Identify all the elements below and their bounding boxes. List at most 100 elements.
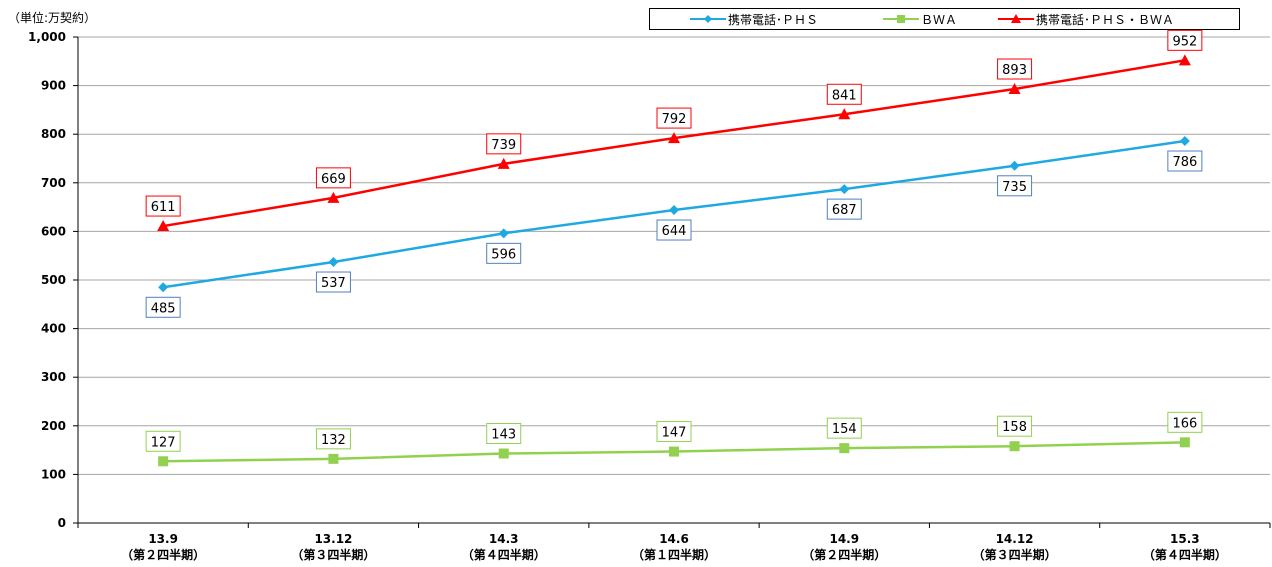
x-tick-label: 14.3	[489, 532, 519, 546]
y-tick-label: 900	[41, 79, 66, 93]
data-label: 611	[151, 200, 176, 215]
data-point	[327, 191, 340, 203]
data-label-box	[1167, 29, 1203, 51]
data-point	[1178, 54, 1191, 66]
y-tick-label: 1,000	[28, 30, 66, 44]
legend-item-bwa: ＢＷＡ	[883, 9, 957, 29]
x-tick-sublabel: （第２四半期）	[802, 547, 886, 562]
chart-legend: 携帯電話･ＰＨＳ ＢＷＡ 携帯電話･ＰＨＳ・ＢＷＡ	[649, 8, 1240, 30]
legend-marker-triangle-icon	[998, 14, 1034, 23]
data-point	[498, 228, 509, 239]
data-point	[157, 220, 170, 232]
x-tick-sublabel: （第３四半期）	[291, 547, 375, 562]
data-point	[328, 257, 339, 268]
y-tick-label: 400	[41, 322, 66, 336]
data-label-box	[1167, 411, 1203, 433]
data-label: 537	[321, 276, 346, 291]
data-label-box	[486, 133, 522, 155]
data-label: 841	[832, 88, 857, 103]
data-label-box	[315, 271, 351, 293]
x-tick-label: 15.3	[1170, 532, 1200, 546]
data-point	[838, 108, 851, 120]
data-point	[669, 205, 679, 216]
data-label: 687	[832, 203, 857, 218]
data-point	[328, 453, 339, 464]
data-label-box	[1167, 150, 1203, 172]
data-label-box	[486, 423, 522, 445]
data-label-box	[826, 83, 862, 105]
data-label: 127	[151, 435, 176, 450]
data-label-box	[656, 219, 692, 241]
data-point	[158, 456, 169, 467]
data-label-box	[315, 428, 351, 450]
x-tick-label: 13.9	[148, 532, 178, 546]
data-label: 669	[321, 172, 346, 187]
data-label: 739	[491, 138, 516, 153]
legend-marker-diamond-icon	[690, 15, 726, 23]
data-label-box	[486, 242, 522, 264]
legend-label-mobile-phs: 携帯電話･ＰＨＳ	[728, 12, 819, 27]
data-label-box	[997, 58, 1033, 80]
data-point	[158, 282, 169, 293]
data-point	[1179, 437, 1190, 448]
x-tick-label: 13.12	[314, 532, 352, 546]
data-label: 132	[321, 433, 346, 448]
data-point	[668, 132, 680, 144]
x-tick-sublabel: （第４四半期）	[462, 547, 546, 562]
data-label-box	[145, 195, 181, 217]
data-label: 143	[491, 428, 516, 443]
legend-marker-square-icon	[883, 15, 919, 23]
data-label-box	[656, 107, 692, 129]
y-tick-label: 500	[41, 273, 66, 287]
data-point	[839, 443, 850, 454]
data-label: 735	[1002, 180, 1027, 195]
x-tick-sublabel: （第２四半期）	[121, 547, 205, 562]
data-label: 644	[662, 224, 687, 239]
data-label: 147	[662, 426, 687, 441]
data-point	[669, 446, 679, 457]
data-label: 596	[491, 247, 516, 262]
y-tick-label: 0	[58, 516, 66, 530]
data-label: 154	[832, 422, 857, 437]
legend-label-total: 携帯電話･ＰＨＳ・ＢＷＡ	[1036, 12, 1175, 27]
legend-item-total: 携帯電話･ＰＨＳ・ＢＷＡ	[998, 9, 1174, 29]
y-tick-label: 800	[41, 127, 66, 141]
data-point	[1179, 136, 1190, 147]
data-label-box	[997, 415, 1033, 437]
data-label-box	[826, 417, 862, 439]
x-tick-sublabel: （第１四半期）	[632, 547, 716, 562]
data-point	[1009, 160, 1020, 171]
data-label-box	[826, 198, 862, 220]
y-tick-label: 700	[41, 176, 66, 190]
data-label: 158	[1002, 420, 1027, 435]
unit-label: （単位:万契約）	[8, 11, 97, 25]
data-label: 485	[151, 301, 176, 316]
data-label: 952	[1172, 34, 1197, 49]
data-point	[497, 157, 510, 169]
y-tick-label: 100	[41, 467, 66, 481]
x-tick-label: 14.12	[996, 532, 1034, 546]
data-label: 893	[1002, 63, 1027, 78]
x-tick-label: 14.9	[829, 532, 859, 546]
x-tick-sublabel: （第３四半期）	[973, 547, 1057, 562]
data-label-box	[997, 175, 1033, 197]
data-label-box	[656, 421, 692, 443]
y-tick-label: 600	[41, 224, 66, 238]
y-tick-label: 200	[41, 419, 66, 433]
data-point	[1009, 441, 1020, 452]
x-tick-sublabel: （第４四半期）	[1143, 547, 1227, 562]
data-point	[839, 184, 850, 195]
data-point	[1008, 83, 1021, 95]
data-label-box	[145, 296, 181, 318]
data-label: 786	[1172, 155, 1197, 170]
data-label-box	[315, 167, 351, 189]
legend-item-mobile-phs: 携帯電話･ＰＨＳ	[690, 9, 818, 29]
data-label-box	[145, 430, 181, 452]
y-tick-label: 300	[41, 370, 66, 384]
data-label: 166	[1172, 416, 1197, 431]
x-tick-label: 14.6	[659, 532, 689, 546]
data-point	[498, 448, 509, 459]
data-label: 792	[662, 112, 687, 127]
legend-label-bwa: ＢＷＡ	[921, 12, 958, 27]
